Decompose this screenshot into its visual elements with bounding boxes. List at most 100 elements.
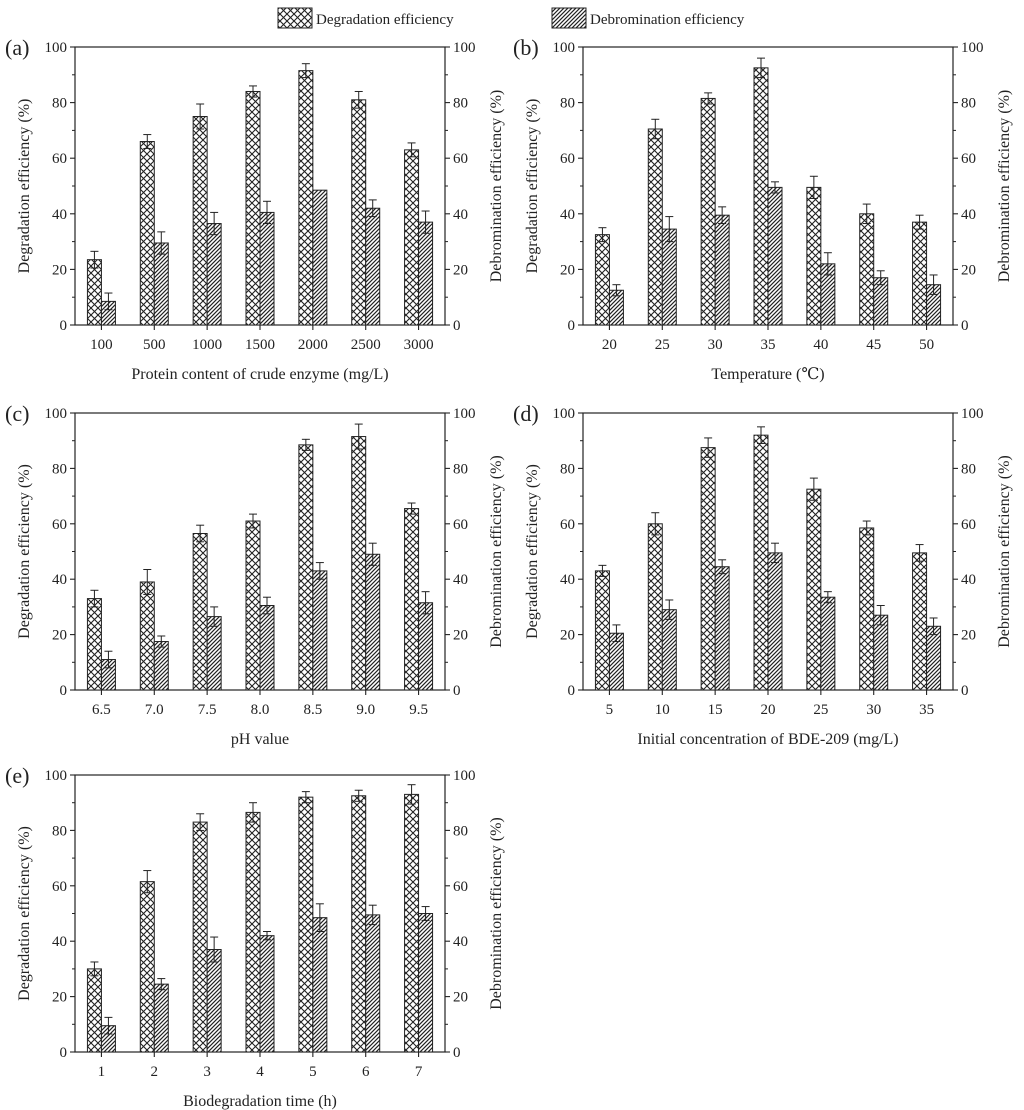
y-axis-label-right: Debromination efficiency (%) <box>996 90 1013 283</box>
bar-debromination <box>153 641 169 691</box>
x-tick-label: 20 <box>761 702 776 718</box>
bar-degradation <box>351 99 367 326</box>
x-tick-label: 3 <box>203 1064 211 1080</box>
chart-panel-2: 0 0 20 20 40 40 60 60 80 80 100 100 20 25 30 35 40 45 50 Te… <box>513 35 1013 383</box>
bar-debromination <box>418 913 434 1053</box>
y-tick-label-left: 60 <box>52 517 67 533</box>
bar-debromination <box>418 602 434 691</box>
x-tick-label: 45 <box>866 337 881 353</box>
bar-debromination <box>153 242 169 326</box>
bar-degradation <box>912 221 928 326</box>
y-tick-label-right: 100 <box>961 406 984 422</box>
y-tick-label-left: 0 <box>60 318 68 334</box>
x-tick-label: 35 <box>919 702 934 718</box>
bar-degradation <box>594 234 610 326</box>
x-tick-label: 1500 <box>245 337 275 353</box>
y-tick-label-right: 60 <box>453 517 468 533</box>
x-tick-label: 40 <box>813 337 828 353</box>
y-tick-label-right: 80 <box>961 461 976 477</box>
x-tick-label: 35 <box>761 337 776 353</box>
bar-debromination <box>820 596 836 691</box>
y-tick-label-left: 60 <box>560 151 575 167</box>
y-tick-label-left: 80 <box>52 461 67 477</box>
x-axis-label: Initial concentration of BDE-209 (mg/L) <box>637 731 898 748</box>
y-tick-label-right: 20 <box>961 262 976 278</box>
bar-debromination <box>153 983 169 1053</box>
y-tick-label-right: 100 <box>961 40 984 56</box>
bar-debromination <box>926 625 942 691</box>
bar-debromination <box>259 211 275 326</box>
bar-degradation <box>404 149 420 326</box>
bar-degradation <box>192 116 208 326</box>
bar-debromination <box>767 186 783 326</box>
bar-degradation <box>647 128 663 326</box>
bar-degradation <box>806 186 822 326</box>
bar-degradation <box>139 881 155 1053</box>
y-tick-label-left: 60 <box>52 151 67 167</box>
y-tick-label-left: 100 <box>45 768 68 784</box>
bar-degradation <box>298 444 314 691</box>
bar-debromination <box>714 214 730 326</box>
bar-debromination <box>259 935 275 1053</box>
bar-degradation <box>139 581 155 691</box>
y-tick-label-right: 40 <box>453 207 468 223</box>
y-axis-label-left: Degradation efficiency (%) <box>16 826 33 1001</box>
x-axis-label: Biodegradation time (h) <box>183 1093 337 1110</box>
y-tick-label-left: 100 <box>45 406 68 422</box>
x-tick-label: 10 <box>655 702 670 718</box>
bar-debromination <box>714 566 730 691</box>
y-tick-label-right: 60 <box>961 517 976 533</box>
x-tick-label: 7.5 <box>198 702 217 718</box>
bar-debromination <box>873 614 889 691</box>
x-tick-label: 500 <box>143 337 166 353</box>
y-axis-label-right: Debromination efficiency (%) <box>488 455 505 648</box>
y-tick-label-right: 100 <box>453 40 476 56</box>
x-tick-label: 9.5 <box>409 702 428 718</box>
x-tick-label: 2000 <box>298 337 328 353</box>
bar-degradation <box>245 811 261 1053</box>
chart-panel-5: 0 0 20 20 40 40 60 60 80 80 100 100 1 2 3 4 5 6 7 Biodegrad… <box>5 763 505 1110</box>
y-tick-label-right: 20 <box>453 262 468 278</box>
panel-label: (e) <box>5 763 29 788</box>
y-axis-label-right: Debromination efficiency (%) <box>488 90 505 283</box>
y-tick-label-right: 60 <box>453 879 468 895</box>
chart-panel-1: 0 0 20 20 40 40 60 60 80 80 100 100 100 500 1000 1500 20… <box>5 35 505 383</box>
y-tick-label-left: 40 <box>560 207 575 223</box>
y-tick-label-right: 80 <box>961 96 976 112</box>
x-tick-label: 15 <box>708 702 723 718</box>
y-tick-label-right: 80 <box>453 461 468 477</box>
bar-degradation <box>139 141 155 326</box>
x-tick-label: 6 <box>362 1064 370 1080</box>
x-tick-label: 2 <box>151 1064 159 1080</box>
bar-degradation <box>298 70 314 326</box>
y-tick-label-left: 0 <box>60 1045 68 1061</box>
chart-panel-3: 0 0 20 20 40 40 60 60 80 80 100 100 6.5 7.0 7.5 8.0 8.5 9… <box>5 401 505 748</box>
y-tick-label-right: 20 <box>453 990 468 1006</box>
y-tick-label-left: 80 <box>560 461 575 477</box>
bar-degradation <box>700 447 716 691</box>
bar-degradation <box>859 527 875 691</box>
bar-degradation <box>404 508 420 691</box>
panel-label: (c) <box>5 401 29 426</box>
bar-degradation <box>351 795 367 1053</box>
bar-degradation <box>700 97 716 326</box>
x-tick-label: 25 <box>813 702 828 718</box>
y-tick-label-right: 0 <box>453 683 461 699</box>
panel-label: (b) <box>513 35 539 60</box>
y-tick-label-right: 60 <box>961 151 976 167</box>
x-tick-label: 2500 <box>351 337 381 353</box>
y-tick-label-left: 60 <box>52 879 67 895</box>
y-tick-label-right: 40 <box>453 572 468 588</box>
y-tick-label-left: 40 <box>52 572 67 588</box>
bar-debromination <box>767 552 783 691</box>
panel-label: (a) <box>5 35 29 60</box>
y-tick-label-left: 100 <box>553 406 576 422</box>
x-tick-label: 4 <box>256 1064 264 1080</box>
bar-degradation <box>86 598 102 691</box>
bar-degradation <box>753 434 769 691</box>
x-tick-label: 5 <box>309 1064 317 1080</box>
bar-degradation <box>753 67 769 326</box>
y-tick-label-right: 0 <box>961 318 969 334</box>
y-tick-label-right: 20 <box>961 628 976 644</box>
